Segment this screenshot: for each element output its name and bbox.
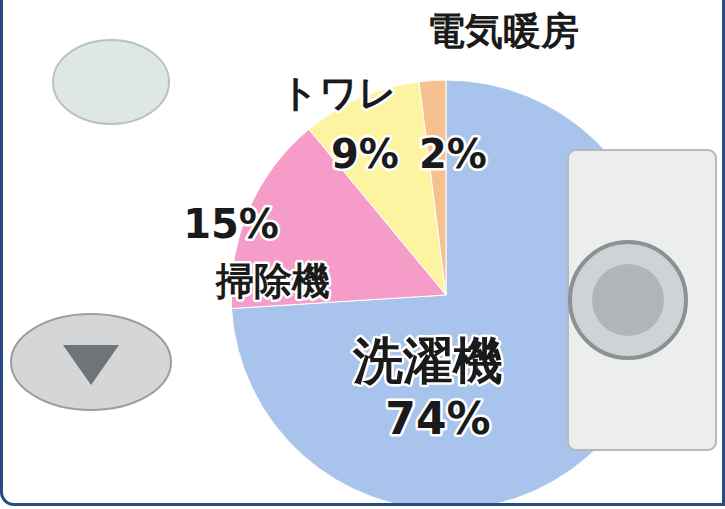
category-label: 掃除機 xyxy=(215,259,330,303)
toilet-seat-icon xyxy=(53,40,169,124)
category-label: 洗濯機 xyxy=(352,332,503,390)
chart-frame: 洗濯機74% 掃除機 15% トワレ 9% 電気暖房 2% xyxy=(0,0,725,506)
chart-svg: 洗濯機74% 掃除機 15% トワレ 9% 電気暖房 2% xyxy=(3,0,722,503)
data-label: 9% xyxy=(331,131,399,177)
vacuum-icon-detail xyxy=(63,345,119,385)
category-label: トワレ xyxy=(280,71,397,115)
data-label: 15% xyxy=(183,201,279,247)
data-label: 74% xyxy=(385,393,490,444)
labels: 洗濯機74% 掃除機 15% トワレ 9% 電気暖房 2% xyxy=(183,9,579,444)
vacuum-icon xyxy=(11,314,171,410)
washer-door xyxy=(570,242,686,358)
washer-drum xyxy=(592,264,664,336)
pie-slice xyxy=(419,80,446,295)
washer-icon xyxy=(568,150,716,450)
data-label: 2% xyxy=(419,131,487,177)
category-label: 電気暖房 xyxy=(427,9,579,53)
decor xyxy=(11,40,171,410)
washer-body xyxy=(568,150,716,450)
